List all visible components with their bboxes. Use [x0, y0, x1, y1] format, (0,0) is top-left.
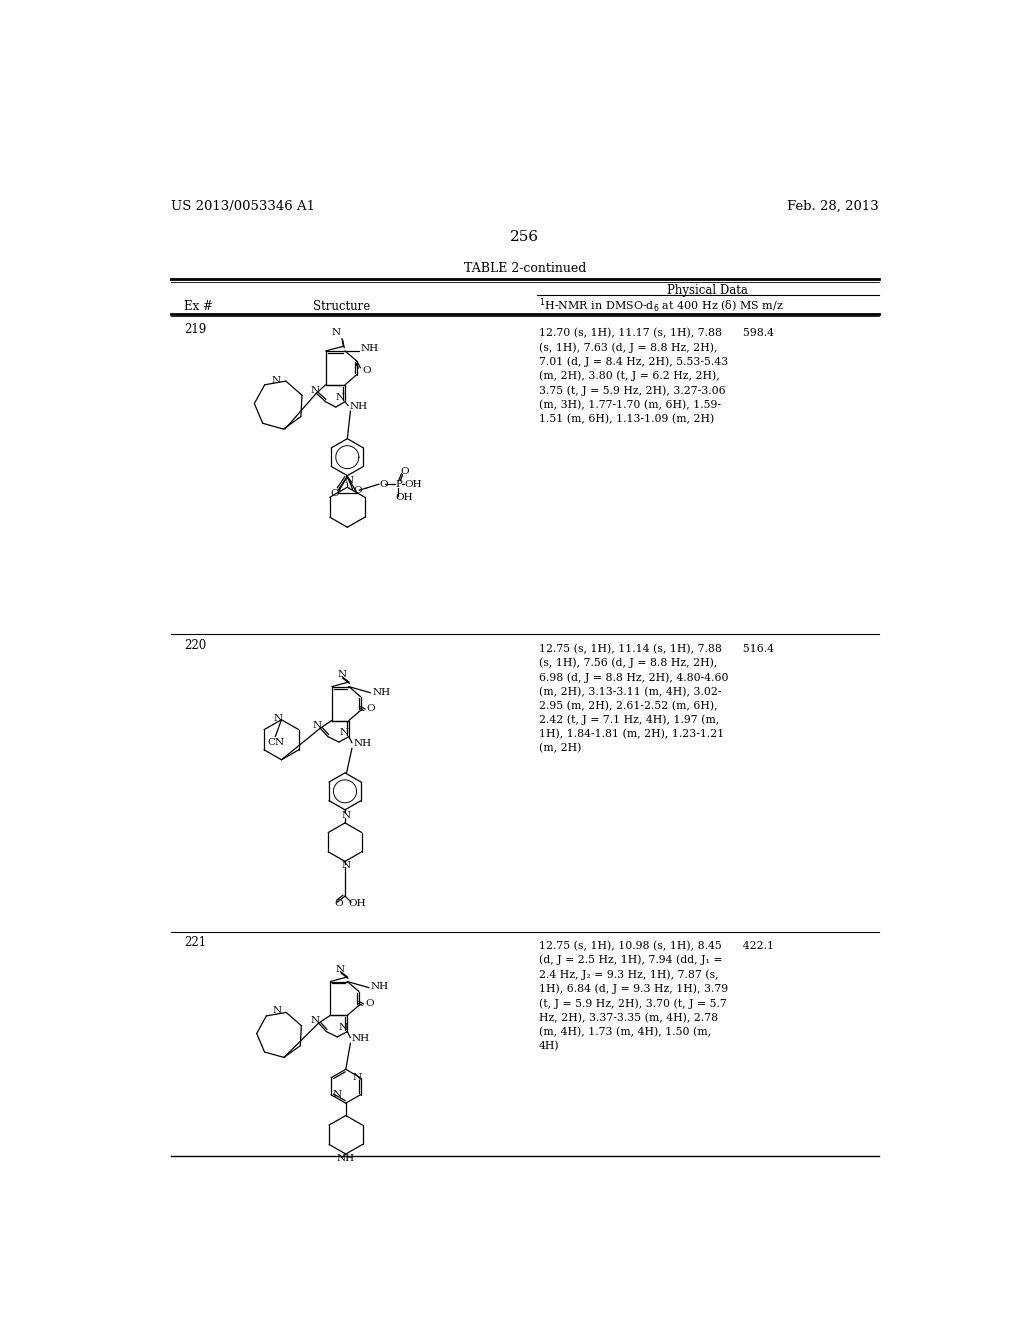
Text: N: N — [340, 729, 349, 738]
Text: 12.75 (s, 1H), 10.98 (s, 1H), 8.45      422.1
(d, J = 2.5 Hz, 1H), 7.94 (dd, J₁ : 12.75 (s, 1H), 10.98 (s, 1H), 8.45 422.1… — [539, 941, 774, 1051]
Text: N: N — [353, 1073, 361, 1082]
Text: N: N — [341, 810, 350, 820]
Text: N: N — [311, 1016, 321, 1026]
Text: Physical Data: Physical Data — [668, 284, 749, 297]
Text: TABLE 2-continued: TABLE 2-continued — [464, 261, 586, 275]
Text: N: N — [273, 714, 283, 722]
Text: NH: NH — [352, 1034, 370, 1043]
Text: N: N — [342, 861, 351, 870]
Text: O: O — [334, 899, 343, 908]
Text: N: N — [338, 1023, 347, 1032]
Text: N: N — [333, 1090, 342, 1100]
Text: N: N — [331, 327, 340, 337]
Text: 12.75 (s, 1H), 11.14 (s, 1H), 7.88      516.4
(s, 1H), 7.56 (d, J = 8.8 Hz, 2H),: 12.75 (s, 1H), 11.14 (s, 1H), 7.88 516.4… — [539, 644, 774, 754]
Text: NH: NH — [372, 688, 390, 697]
Text: O: O — [380, 479, 388, 488]
Text: 12.70 (s, 1H), 11.17 (s, 1H), 7.88      598.4
(s, 1H), 7.63 (d, J = 8.8 Hz, 2H),: 12.70 (s, 1H), 11.17 (s, 1H), 7.88 598.4… — [539, 327, 774, 424]
Text: 256: 256 — [510, 230, 540, 244]
Text: US 2013/0053346 A1: US 2013/0053346 A1 — [171, 199, 314, 213]
Text: 219: 219 — [183, 323, 206, 335]
Text: N: N — [272, 1006, 282, 1015]
Text: NH: NH — [337, 1154, 354, 1163]
Text: Ex #: Ex # — [183, 300, 213, 313]
Text: OH: OH — [395, 494, 413, 503]
Text: O: O — [362, 366, 371, 375]
Text: Structure: Structure — [312, 300, 370, 313]
Text: N: N — [312, 722, 322, 730]
Text: O: O — [367, 705, 376, 713]
Text: CN: CN — [267, 738, 285, 747]
Text: O: O — [331, 488, 339, 498]
Text: 220: 220 — [183, 639, 206, 652]
Text: NH: NH — [371, 982, 389, 991]
Text: OH: OH — [404, 479, 422, 488]
Text: N: N — [336, 392, 345, 401]
Text: O: O — [353, 486, 362, 495]
Text: N: N — [271, 376, 281, 384]
Text: N: N — [310, 387, 319, 396]
Text: O: O — [366, 999, 374, 1008]
Text: Feb. 28, 2013: Feb. 28, 2013 — [787, 199, 879, 213]
Text: N: N — [337, 669, 346, 678]
Text: P: P — [395, 479, 402, 488]
Text: NH: NH — [349, 401, 368, 411]
Text: N: N — [344, 475, 353, 484]
Text: 221: 221 — [183, 936, 206, 949]
Text: NH: NH — [360, 345, 379, 352]
Text: O: O — [400, 467, 409, 477]
Text: OH: OH — [348, 899, 366, 908]
Text: N: N — [336, 965, 345, 974]
Text: NH: NH — [353, 739, 372, 748]
Text: $^{1}$H-NMR in DMSO-d$_{6}$ at 400 Hz (δ) MS m/z: $^{1}$H-NMR in DMSO-d$_{6}$ at 400 Hz (δ… — [539, 297, 783, 315]
